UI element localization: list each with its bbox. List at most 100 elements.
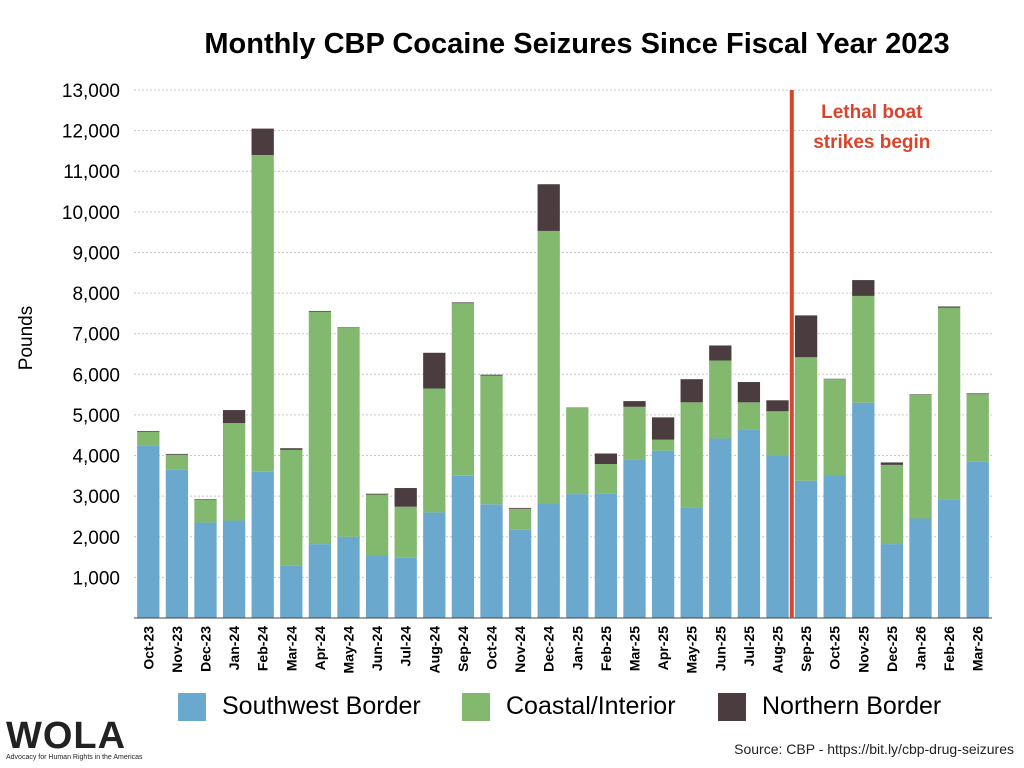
bar-segment-southwest (880, 544, 904, 618)
source-note: Source: CBP - https://bit.ly/cbp-drug-se… (734, 741, 1014, 757)
legend-swatch-coastal (462, 692, 490, 721)
bar-segment-coastal (852, 295, 875, 403)
x-tick-label: Nov-25 (855, 626, 871, 673)
x-tick-label: Feb-24 (255, 626, 271, 671)
bar-segment-northern (766, 400, 789, 412)
logo-tagline: Advocacy for Human Rights in the America… (6, 754, 143, 761)
x-tick-label: Oct-24 (484, 626, 500, 670)
x-tick-label: Mar-25 (627, 626, 643, 671)
bar-segment-southwest (337, 536, 360, 618)
x-tick-label: Aug-24 (426, 626, 442, 674)
y-tick-label: 10,000 (62, 203, 120, 224)
bar-segment-coastal (194, 499, 217, 523)
bar-segment-northern (651, 417, 675, 440)
x-tick-label: Jan-25 (569, 626, 585, 671)
bar-segment-northern (794, 315, 818, 358)
y-tick-label: 4,000 (72, 447, 120, 468)
bar-segment-coastal (737, 402, 761, 430)
bar-segment-coastal (137, 431, 160, 446)
bar-segment-northern (365, 493, 389, 495)
y-tick-label: 1,000 (72, 568, 120, 589)
legend-swatch-southwest (178, 692, 206, 721)
bar-segment-coastal (794, 357, 818, 481)
x-tick-label: Dec-25 (884, 626, 900, 672)
bar-segment-southwest (651, 450, 675, 618)
bar-segment-northern (423, 352, 446, 389)
bar-segment-southwest (966, 461, 989, 618)
bar-segment-southwest (909, 518, 932, 618)
bar-segment-coastal (222, 423, 246, 521)
bar-segment-southwest (737, 429, 761, 618)
legend-label-northern: Northern Border (762, 692, 942, 720)
bar-segment-coastal (365, 494, 389, 556)
bar-segment-southwest (766, 455, 789, 618)
bar-segment-coastal (709, 360, 732, 439)
bar-segment-southwest (480, 504, 503, 618)
x-tick-label: Mar-24 (283, 626, 299, 671)
x-tick-label: Jul-25 (741, 626, 757, 667)
x-tick-label: May-24 (341, 626, 357, 674)
bar-segment-coastal (566, 408, 589, 495)
y-axis-label: Pounds (16, 306, 37, 370)
x-tick-label: Mar-26 (970, 626, 986, 671)
bar-segment-southwest (566, 494, 589, 618)
bar-segment-coastal (308, 311, 332, 545)
y-tick-label: 8,000 (72, 284, 120, 305)
bar-segment-coastal (508, 508, 532, 530)
bar-segment-southwest (308, 544, 332, 618)
y-axis-ticks: 1,000 2,000 3,000 4,000 5,000 6,000 7,000 8,000… (62, 81, 120, 589)
legend-item-coastal: Coastal/Interior (462, 692, 676, 721)
x-tick-label: May-25 (684, 626, 700, 674)
x-tick-label: Oct-25 (827, 626, 843, 670)
x-tick-label: Nov-24 (512, 626, 528, 673)
bar-segment-coastal (165, 454, 189, 470)
bar-segment-northern (880, 462, 904, 465)
bar-segment-coastal (280, 449, 303, 566)
bar-segment-coastal (766, 411, 789, 456)
bar-segment-northern (165, 453, 189, 455)
x-tick-label: Sep-24 (455, 626, 471, 672)
x-tick-label: Jan-26 (913, 626, 929, 671)
y-tick-label: 2,000 (72, 528, 120, 549)
x-tick-label: Jan-24 (226, 626, 242, 671)
bar-segment-northern (937, 306, 961, 308)
x-tick-label: Dec-24 (541, 626, 557, 672)
y-tick-label: 11,000 (63, 162, 120, 183)
annotation-text-line-1: Lethal boat (821, 102, 923, 123)
bar-segment-coastal (480, 375, 503, 505)
chart-canvas: 1,000 2,000 3,000 4,000 5,000 6,000 7,000 8,000… (16, 81, 992, 674)
x-tick-label: Nov-23 (169, 626, 185, 673)
bar-segment-northern (222, 410, 246, 424)
x-tick-label: Jun-24 (369, 626, 385, 671)
legend-label-coastal: Coastal/Interior (506, 692, 676, 720)
annotation-text-line-2: strikes begin (813, 132, 930, 153)
bars (137, 128, 989, 618)
bar-segment-northern (537, 184, 560, 231)
logo-wordmark: WOLA (6, 715, 127, 757)
bar-segment-northern (737, 382, 761, 403)
bar-segment-northern (508, 507, 532, 509)
bar-segment-northern (394, 488, 417, 507)
bar-segment-southwest (680, 507, 703, 618)
bar-segment-coastal (537, 230, 560, 504)
bar-segment-southwest (594, 493, 618, 618)
legend-swatch-northern (718, 692, 746, 721)
bar-segment-coastal (423, 388, 446, 513)
y-tick-label: 9,000 (72, 243, 120, 264)
bar-segment-northern (966, 393, 989, 395)
bar-segment-northern (623, 401, 646, 407)
x-tick-label: Sep-25 (798, 626, 814, 672)
bar-segment-coastal (880, 464, 904, 545)
bar-segment-northern (280, 448, 303, 450)
y-tick-label: 7,000 (72, 325, 120, 346)
bar-segment-southwest (251, 471, 274, 618)
legend: Southwest Border Coastal/Interior Northe… (0, 692, 1024, 728)
legend-item-southwest: Southwest Border (178, 692, 421, 721)
bar-segment-southwest (137, 445, 160, 618)
bar-segment-southwest (394, 557, 417, 618)
bar-segment-southwest (194, 522, 217, 618)
grid-lines (134, 89, 992, 578)
bar-segment-southwest (365, 555, 389, 618)
bar-segment-northern (709, 345, 732, 361)
bar-segment-northern (308, 310, 332, 312)
